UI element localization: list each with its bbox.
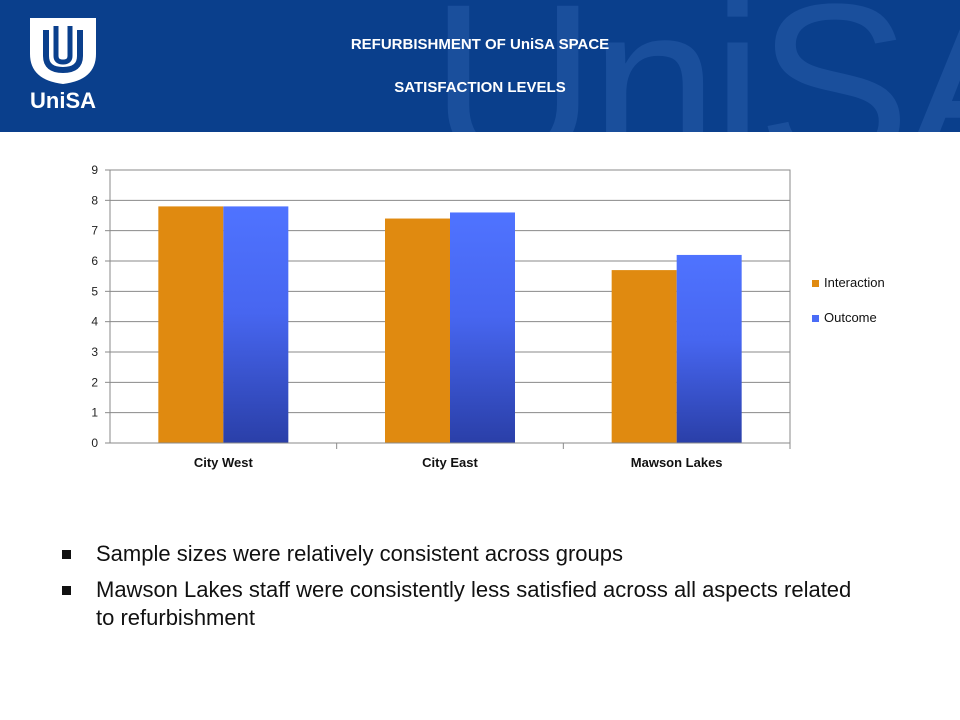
plot-area <box>109 169 791 444</box>
header-banner: UniSA UniSA REFURBISHMENT OF UniSA SPACE… <box>0 0 960 132</box>
y-tick-label: 1 <box>91 406 98 420</box>
y-tick-label: 4 <box>91 315 98 329</box>
page-subtitle: SATISFACTION LEVELS <box>394 79 566 96</box>
bullet-text: Sample sizes were relatively consistent … <box>96 541 624 566</box>
x-tick-label: City West <box>194 455 254 470</box>
y-tick-label: 2 <box>91 375 98 389</box>
bullet-text: Mawson Lakes staff were consistently les… <box>96 577 852 630</box>
legend-label: Outcome <box>824 310 877 325</box>
y-tick-label: 3 <box>91 345 98 359</box>
bullet-marker-icon <box>62 550 71 559</box>
bullet-item: Sample sizes were relatively consistent … <box>60 540 860 568</box>
logo-text: UniSA <box>30 88 96 113</box>
satisfaction-bar-chart: 0 1 2 3 4 5 6 7 8 9 City West City East Mawson Lakes… <box>91 163 885 470</box>
bar-outcome <box>450 212 515 443</box>
unisa-logo-icon <box>30 18 96 84</box>
bar-outcome <box>676 254 742 443</box>
bars <box>158 206 742 443</box>
bar-interaction <box>385 218 450 443</box>
page-title: REFURBISHMENT OF UniSA SPACE <box>350 36 610 53</box>
bullet-list: Sample sizes were relatively consistent … <box>60 540 860 640</box>
watermark-text: UniSA <box>430 0 960 132</box>
legend-label: Interaction <box>824 275 885 290</box>
y-tick-label: 8 <box>91 193 98 207</box>
legend-swatch <box>812 315 819 322</box>
legend: Interaction Outcome <box>812 275 885 325</box>
x-tick-label: Mawson Lakes <box>631 455 723 470</box>
bullet-marker-icon <box>62 586 71 595</box>
axes: 0 1 2 3 4 5 6 7 8 9 City West City East Mawson Lakes <box>91 163 791 470</box>
y-tick-label: 6 <box>91 254 98 268</box>
y-tick-label: 5 <box>91 284 98 298</box>
bar-interaction <box>611 270 677 443</box>
legend-swatch <box>812 280 819 287</box>
bullet-item: Mawson Lakes staff were consistently les… <box>60 576 860 632</box>
y-tick-label: 7 <box>91 224 98 238</box>
bar-outcome <box>223 206 289 443</box>
y-tick-label: 9 <box>91 163 98 177</box>
bar-interaction <box>158 206 224 443</box>
y-tick-label: 0 <box>91 436 98 450</box>
x-tick-label: City East <box>422 455 478 470</box>
